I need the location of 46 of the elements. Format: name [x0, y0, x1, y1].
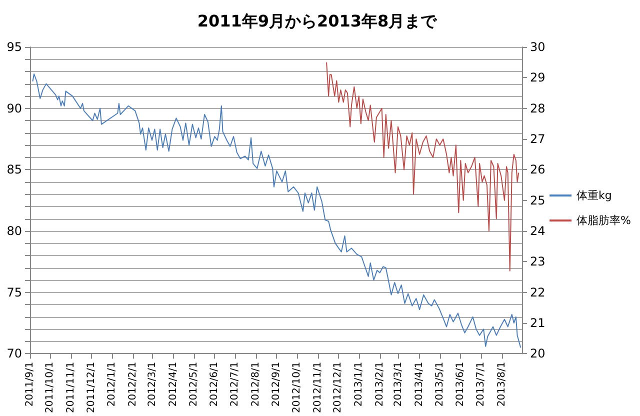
- x-tick-label: 2011/12/1: [86, 362, 97, 414]
- y2-tick-label: 21: [530, 316, 546, 330]
- x-tick-label: 2012/8/1: [250, 362, 262, 407]
- y2-tick-label: 23: [530, 254, 546, 269]
- y2-tick-label: 29: [530, 70, 546, 85]
- y2-tick-label: 22: [530, 285, 546, 300]
- x-tick-label: 2011/10/1: [44, 362, 56, 414]
- x-tick-label: 2013/5/1: [434, 362, 446, 407]
- y2-tick-label: 25: [530, 193, 546, 208]
- y-tick-label: 90: [6, 101, 22, 116]
- x-tick-label: 2012/6/1: [209, 362, 220, 407]
- y-tick-label: 75: [6, 285, 22, 300]
- y-tick-label: 70: [6, 346, 22, 361]
- x-tick-label: 2012/11/1: [312, 362, 324, 414]
- y2-tick-label: 28: [530, 101, 546, 116]
- x-tick-label: 2013/8/1: [496, 362, 508, 407]
- y2-tick-label: 26: [530, 162, 546, 177]
- y-tick-label: 85: [6, 162, 22, 177]
- x-tick-label: 2013/4/1: [414, 362, 426, 407]
- y2-tick-label: 27: [530, 132, 546, 146]
- x-tick-label: 2012/1/1: [106, 362, 118, 407]
- legend-label: 体脂肪率%: [576, 214, 631, 227]
- chart-title: 2011年9月から2013年8月まで: [197, 12, 438, 30]
- x-tick-label: 2013/7/1: [475, 362, 486, 407]
- x-tick-label: 2012/4/1: [168, 362, 180, 407]
- x-tick-label: 2011/9/1: [24, 362, 36, 407]
- y2-tick-label: 20: [530, 346, 546, 361]
- y-tick-label: 95: [6, 40, 22, 54]
- y-tick-label: 80: [6, 224, 22, 238]
- y2-tick-label: 24: [530, 224, 546, 238]
- x-tick-label: 2012/12/1: [332, 362, 344, 414]
- x-tick-label: 2012/2/1: [128, 362, 139, 407]
- line-series: [32, 73, 522, 348]
- x-tick-label: 2013/3/1: [393, 362, 404, 407]
- x-tick-label: 2012/7/1: [229, 362, 240, 407]
- x-tick-label: 2013/1/1: [353, 362, 364, 407]
- x-tick-label: 2013/2/1: [374, 362, 386, 407]
- x-tick-label: 2012/9/1: [271, 362, 282, 407]
- x-tick-label: 2011/11/1: [66, 362, 77, 414]
- x-tick-label: 2012/3/1: [147, 362, 158, 407]
- line-series: [326, 62, 520, 272]
- y2-tick-label: 30: [530, 40, 546, 54]
- x-tick-label: 2012/5/1: [188, 362, 200, 407]
- x-tick-label: 2012/10/1: [291, 362, 302, 414]
- x-tick-label: 2013/6/1: [455, 362, 466, 407]
- legend-label: 体重kg: [576, 189, 612, 202]
